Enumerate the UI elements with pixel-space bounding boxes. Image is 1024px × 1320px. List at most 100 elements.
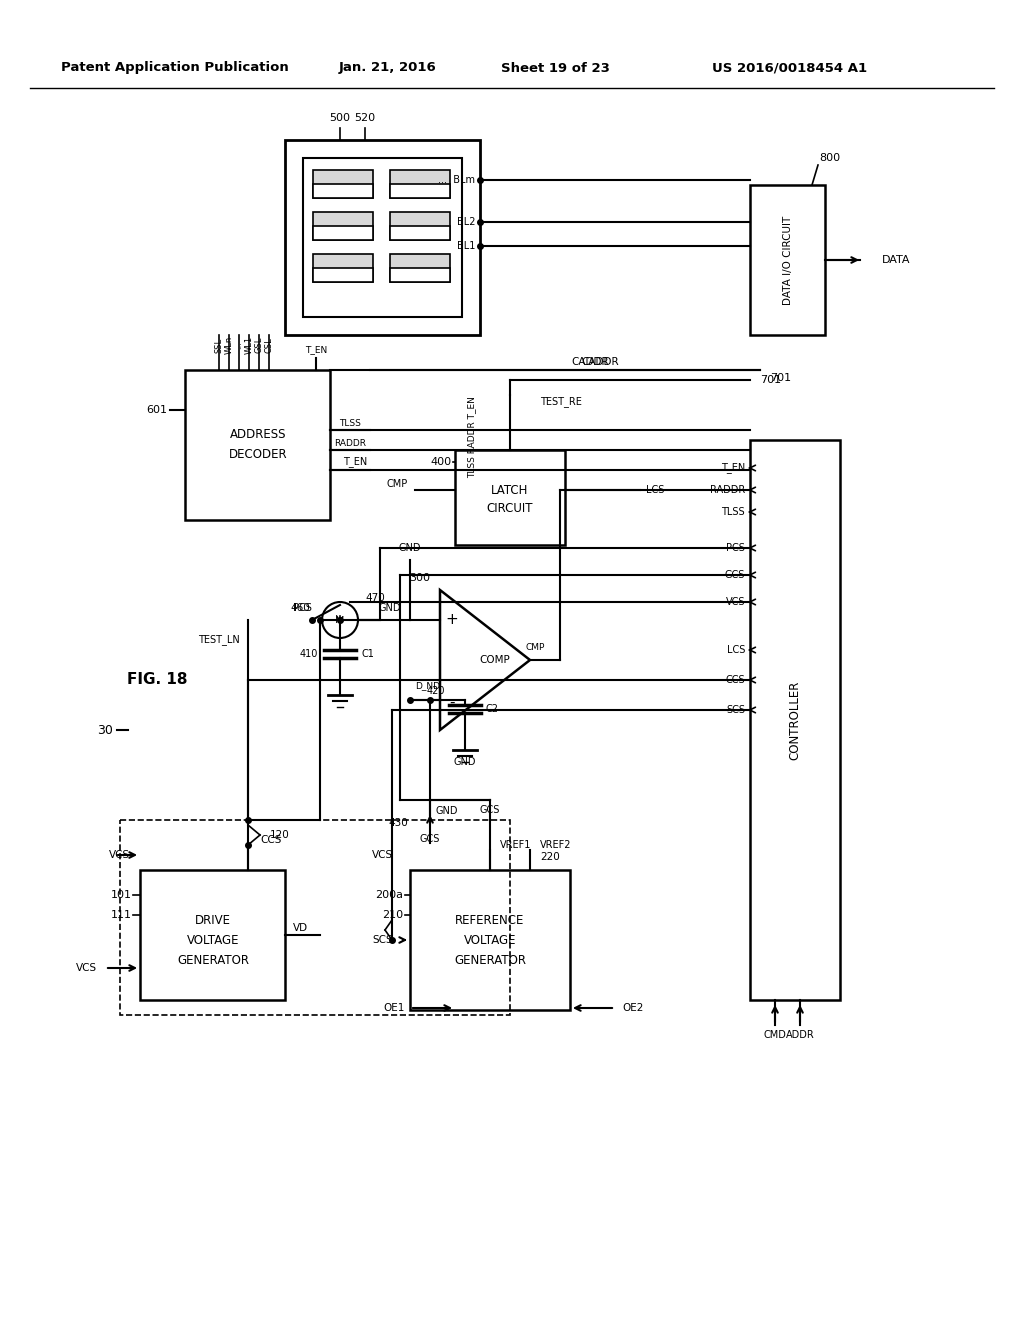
Text: 30: 30: [97, 723, 113, 737]
Text: CADDR: CADDR: [582, 356, 618, 367]
Text: TEST_LN: TEST_LN: [199, 635, 240, 645]
Bar: [390, 183, 450, 198]
Text: 200a: 200a: [375, 890, 403, 900]
Bar: [313, 213, 373, 240]
Text: VREF1: VREF1: [500, 840, 531, 850]
Text: 420: 420: [427, 686, 445, 696]
Text: CMP: CMP: [387, 479, 408, 488]
Bar: [140, 870, 285, 1001]
Text: 101: 101: [111, 890, 132, 900]
Text: TEST_RE: TEST_RE: [540, 396, 582, 408]
Bar: [313, 170, 373, 198]
Text: CCS: CCS: [260, 836, 282, 845]
Text: LCS: LCS: [646, 484, 665, 495]
Text: PCS: PCS: [293, 603, 312, 612]
Text: DATA: DATA: [882, 255, 910, 265]
Text: 470: 470: [365, 593, 385, 603]
Text: US 2016/0018454 A1: US 2016/0018454 A1: [713, 62, 867, 74]
Text: GENERATOR: GENERATOR: [177, 953, 249, 966]
Text: SCS: SCS: [373, 935, 393, 945]
Bar: [313, 253, 373, 282]
Bar: [303, 158, 462, 317]
Text: GND: GND: [379, 603, 401, 612]
Text: 111: 111: [111, 909, 132, 920]
Text: Io: Io: [335, 615, 345, 624]
Text: VOLTAGE: VOLTAGE: [464, 933, 516, 946]
Text: OE1: OE1: [384, 1003, 406, 1012]
Text: T_EN: T_EN: [305, 346, 327, 355]
Text: TLSS: TLSS: [339, 418, 360, 428]
Bar: [750, 440, 840, 1001]
Text: CSL: CSL: [264, 337, 273, 352]
Bar: [390, 226, 450, 240]
Text: C1: C1: [362, 649, 375, 659]
Text: CADDR: CADDR: [571, 356, 609, 367]
Text: CIRCUIT: CIRCUIT: [486, 502, 534, 515]
Text: LCS: LCS: [727, 645, 745, 655]
Text: CONTROLLER: CONTROLLER: [788, 680, 802, 760]
Text: VCS: VCS: [109, 850, 130, 861]
Text: GND: GND: [435, 807, 458, 816]
Text: WLn: WLn: [224, 335, 233, 354]
Text: 500: 500: [330, 114, 350, 123]
Text: 430: 430: [388, 818, 408, 828]
Text: VCS: VCS: [76, 964, 97, 973]
Text: 520: 520: [354, 114, 376, 123]
Text: +: +: [445, 612, 459, 627]
Text: T_EN: T_EN: [721, 462, 745, 474]
Text: ...  BLm: ... BLm: [438, 176, 475, 185]
Text: 210: 210: [382, 909, 403, 920]
Bar: [455, 450, 565, 545]
Text: 120: 120: [270, 830, 290, 840]
Text: CMD: CMD: [764, 1030, 786, 1040]
Text: REFERENCE: REFERENCE: [456, 913, 524, 927]
Text: VOLTAGE: VOLTAGE: [186, 933, 240, 946]
Bar: [185, 370, 330, 520]
Text: CCS: CCS: [725, 675, 745, 685]
Text: GND: GND: [454, 756, 476, 767]
Text: 410: 410: [300, 649, 318, 659]
Text: T_EN: T_EN: [343, 457, 368, 467]
Text: 400: 400: [431, 457, 452, 467]
Bar: [390, 268, 450, 282]
Bar: [390, 213, 450, 240]
Bar: [313, 226, 373, 240]
Text: C2: C2: [485, 704, 498, 714]
Bar: [285, 140, 480, 335]
Text: VD: VD: [293, 923, 307, 933]
Text: ...: ...: [234, 341, 244, 348]
Text: WL1: WL1: [245, 335, 254, 354]
Text: ADDR: ADDR: [785, 1030, 814, 1040]
Text: Sheet 19 of 23: Sheet 19 of 23: [501, 62, 609, 74]
Text: FIG. 18: FIG. 18: [127, 672, 187, 688]
Bar: [120, 820, 510, 1015]
Text: Jan. 21, 2016: Jan. 21, 2016: [339, 62, 437, 74]
Text: CMP: CMP: [525, 644, 545, 652]
Text: TLSS: TLSS: [721, 507, 745, 517]
Text: 300: 300: [409, 573, 430, 583]
Bar: [313, 268, 373, 282]
Text: GCS: GCS: [725, 570, 745, 579]
Text: ADDRESS: ADDRESS: [229, 429, 287, 441]
Text: BL1: BL1: [457, 242, 475, 251]
Text: RADDR: RADDR: [710, 484, 745, 495]
Text: GSL: GSL: [255, 337, 263, 354]
Text: D_ND: D_ND: [415, 681, 440, 690]
Text: 701: 701: [770, 374, 792, 383]
Text: Patent Application Publication: Patent Application Publication: [61, 62, 289, 74]
Text: VCS: VCS: [372, 850, 393, 861]
Text: GENERATOR: GENERATOR: [454, 953, 526, 966]
Text: 701: 701: [760, 375, 781, 385]
Text: VCS: VCS: [725, 597, 745, 607]
Text: -: -: [450, 694, 455, 710]
Text: GCS: GCS: [420, 834, 440, 843]
Bar: [390, 253, 450, 282]
Text: SSL: SSL: [214, 338, 223, 352]
Bar: [390, 170, 450, 198]
Text: VREF2: VREF2: [540, 840, 571, 850]
Bar: [313, 183, 373, 198]
Bar: [410, 870, 570, 1010]
Text: 460: 460: [290, 603, 310, 612]
Text: DECODER: DECODER: [228, 449, 288, 462]
Text: RADDR: RADDR: [334, 438, 366, 447]
